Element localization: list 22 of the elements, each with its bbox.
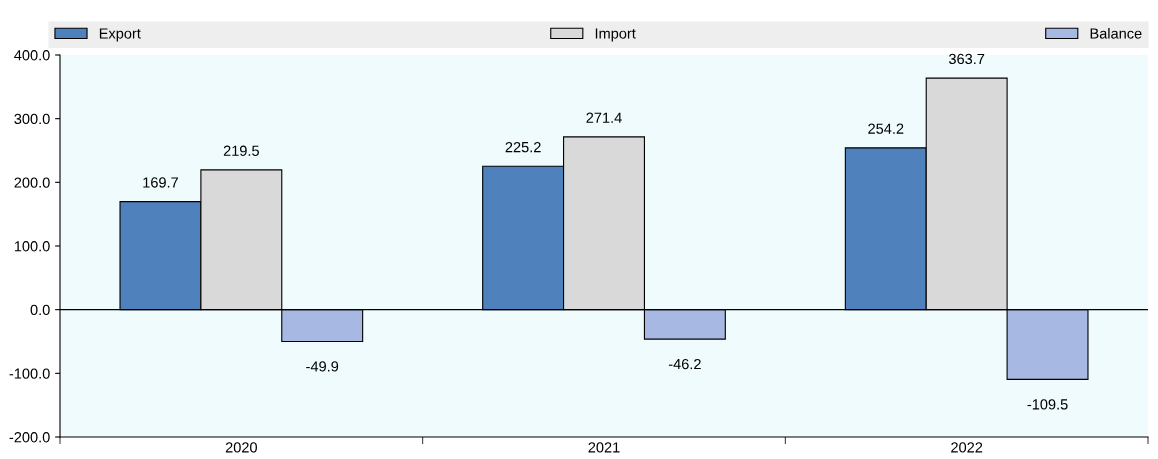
- x-tick-label: 2020: [225, 442, 257, 453]
- data-label: 169.7: [143, 177, 178, 188]
- legend-label: Balance: [1090, 27, 1142, 39]
- x-tick-label: 2021: [588, 442, 620, 453]
- y-tick-label: 0.0: [30, 304, 50, 316]
- data-label: -46.2: [668, 358, 701, 370]
- y-tick-label: 400.0: [14, 50, 50, 61]
- data-label: -109.5: [1027, 399, 1068, 410]
- data-label: 271.4: [586, 112, 622, 123]
- legend-label: Export: [99, 28, 141, 42]
- y-tick-label: 300.0: [14, 113, 50, 125]
- data-label: 363.7: [948, 53, 985, 65]
- data-label: 254.2: [868, 123, 904, 134]
- data-label: -49.9: [306, 361, 339, 372]
- y-tick-label: -200.0: [9, 432, 50, 443]
- x-tick-label: 2022: [951, 442, 983, 453]
- legend-label: Import: [595, 28, 636, 42]
- y-tick-label: -100.0: [9, 368, 50, 379]
- data-label: 225.2: [505, 141, 541, 153]
- y-tick-label: 100.0: [14, 241, 50, 252]
- data-label: 219.5: [223, 145, 259, 156]
- y-tick-label: 200.0: [14, 177, 50, 188]
